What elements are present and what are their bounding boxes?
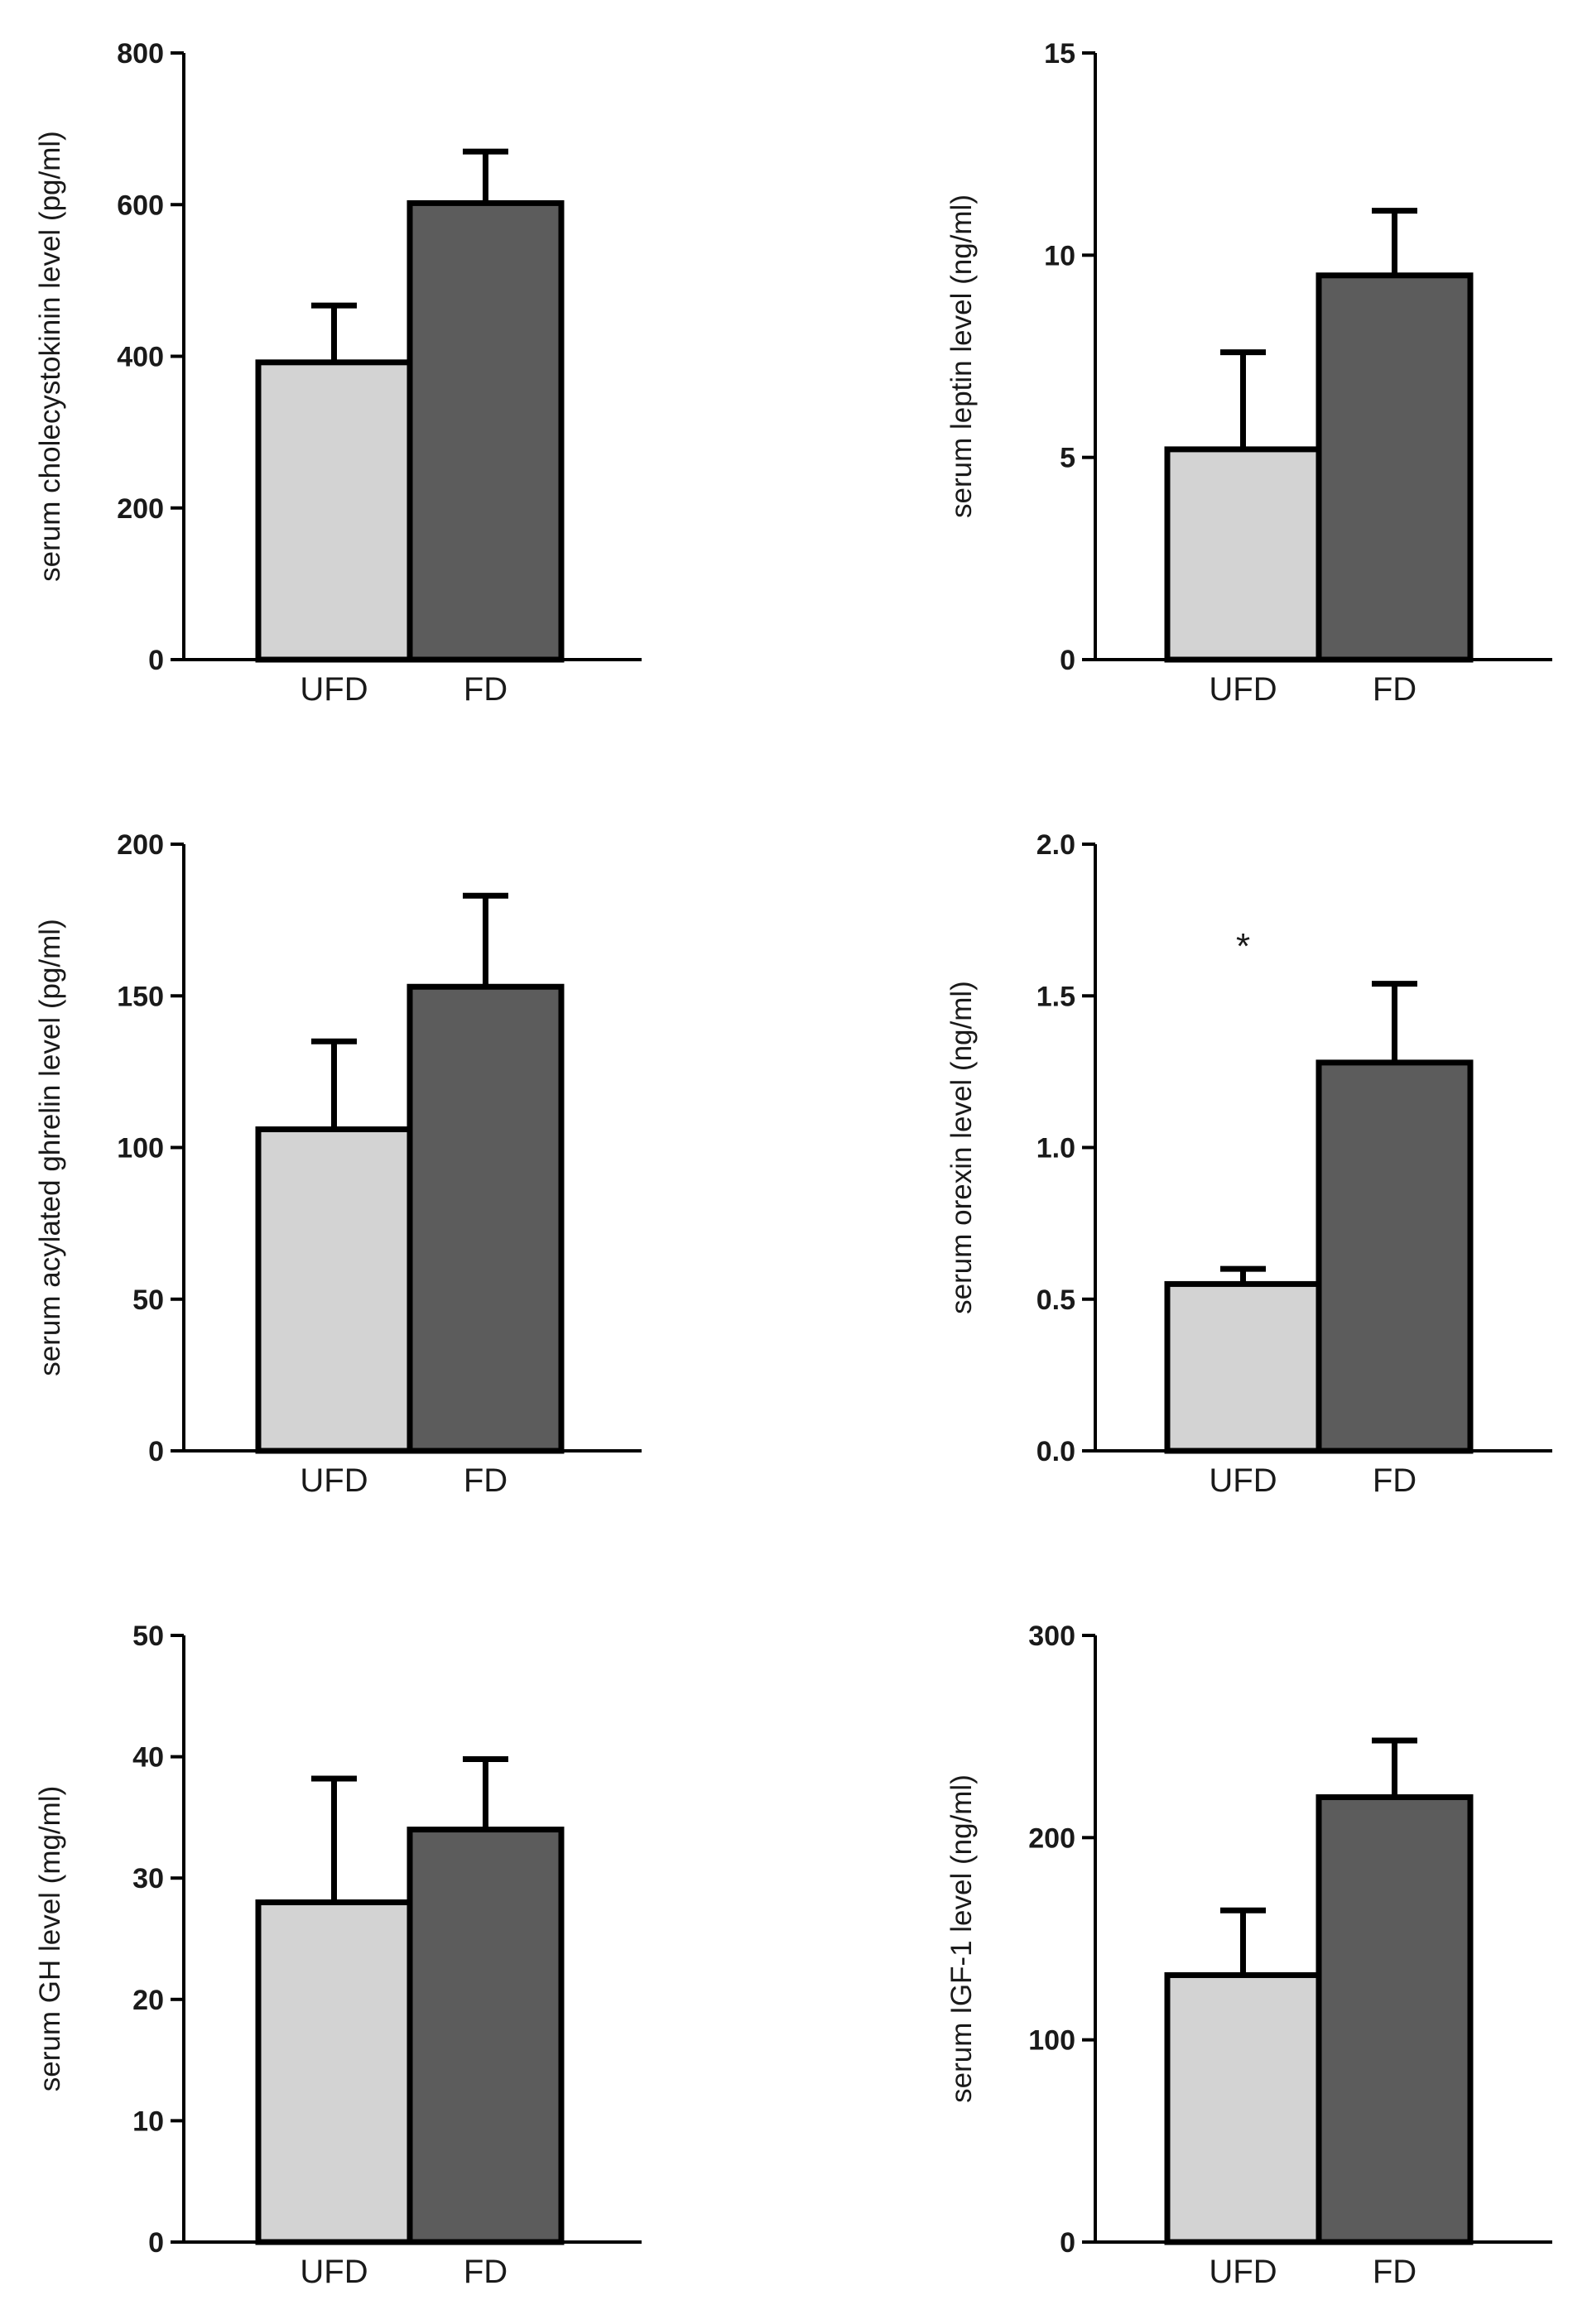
bar-fd (1315, 1059, 1474, 1454)
bar-ufd (1164, 1971, 1322, 2245)
x-tick-label-ufd: UFD (300, 671, 368, 708)
y-tick-label: 0 (148, 2227, 164, 2259)
bar-fd (406, 1827, 565, 2245)
x-tick-label-ufd: UFD (300, 2254, 368, 2290)
y-tick-label: 600 (117, 190, 164, 221)
x-tick-label-fd: FD (1373, 2254, 1416, 2290)
bar-ufd (1164, 1280, 1322, 1454)
y-tick-label: 30 (132, 1863, 164, 1894)
y-tick-label: 0 (1060, 2227, 1075, 2259)
y-axis-title: serum cholecystokinin level (pg/ml) (34, 131, 66, 582)
bar-ufd (255, 359, 413, 663)
y-tick-label: 200 (117, 493, 164, 525)
x-tick-label-fd: FD (464, 1462, 507, 1499)
y-tick-label: 2.0 (1036, 829, 1075, 861)
y-tick-label: 15 (1044, 38, 1075, 70)
y-tick-label: 0.0 (1036, 1436, 1075, 1467)
chart-panel-1: 0 200 400 600 800 serum cholecystokinin level… (34, 38, 642, 708)
chart-panel-3: 0 50 100 150 200 serum acylated ghrelin level… (34, 829, 642, 1499)
chart-panel-2: 0 5 10 15 serum leptin level (ng/ml) UFD FD (945, 38, 1552, 708)
y-tick-label: 10 (132, 2106, 164, 2137)
bar-ufd (255, 1126, 413, 1454)
y-tick-label: 5 (1060, 443, 1075, 474)
y-tick-label: 200 (117, 829, 164, 861)
x-tick-label-ufd: UFD (1209, 2254, 1277, 2290)
y-axis-title: serum leptin level (ng/ml) (945, 194, 978, 518)
y-tick-label: 800 (117, 38, 164, 70)
y-tick-label: 50 (132, 1621, 164, 1652)
y-axis-title: serum orexin level (ng/ml) (945, 981, 978, 1314)
x-tick-label-fd: FD (464, 2254, 507, 2290)
y-tick-label: 0.5 (1036, 1284, 1075, 1316)
x-tick-label-ufd: UFD (1209, 671, 1277, 708)
y-tick-label: 400 (117, 342, 164, 373)
y-tick-label: 1.5 (1036, 981, 1075, 1012)
x-tick-label-fd: FD (464, 671, 507, 708)
y-tick-label: 10 (1044, 240, 1075, 271)
x-tick-label-ufd: UFD (1209, 1462, 1277, 1499)
bar-fd (406, 983, 565, 1454)
y-axis-title: serum IGF-1 level (ng/ml) (945, 1774, 978, 2103)
y-axis-title: serum GH level (mg/ml) (34, 1786, 66, 2091)
y-tick-label: 100 (1028, 2025, 1075, 2057)
y-tick-label: 1.0 (1036, 1133, 1075, 1164)
y-tick-label: 20 (132, 1985, 164, 2016)
chart-panel-6: 0 100 200 300 serum IGF-1 level (ng/ml) UFD FD (945, 1621, 1552, 2290)
bar-fd (406, 199, 565, 663)
bar-fd (1315, 272, 1474, 663)
significance-marker: * (1236, 926, 1250, 967)
y-tick-label: 0 (148, 1436, 164, 1467)
y-tick-label: 50 (132, 1284, 164, 1316)
bar-ufd (1164, 446, 1322, 663)
x-tick-label-fd: FD (1373, 671, 1416, 708)
x-tick-label-ufd: UFD (300, 1462, 368, 1499)
y-tick-label: 0 (148, 645, 164, 676)
y-tick-label: 300 (1028, 1621, 1075, 1652)
chart-panel-5: 0 10 20 30 40 50 serum GH level (mg/ml) UFD FD (34, 1621, 642, 2290)
y-tick-label: 150 (117, 981, 164, 1012)
y-tick-label: 200 (1028, 1822, 1075, 1854)
x-tick-label-fd: FD (1373, 1462, 1416, 1499)
y-axis-title: serum acylated ghrelin level (pg/ml) (34, 919, 66, 1376)
chart-panel-4: 0.0 0.5 1.0 1.5 2.0 serum orexin level (ng/ml… (945, 829, 1552, 1499)
bar-ufd (255, 1899, 413, 2245)
y-tick-label: 100 (117, 1133, 164, 1164)
y-tick-label: 40 (132, 1742, 164, 1774)
y-tick-label: 0 (1060, 645, 1075, 676)
bar-fd (1315, 1793, 1474, 2245)
